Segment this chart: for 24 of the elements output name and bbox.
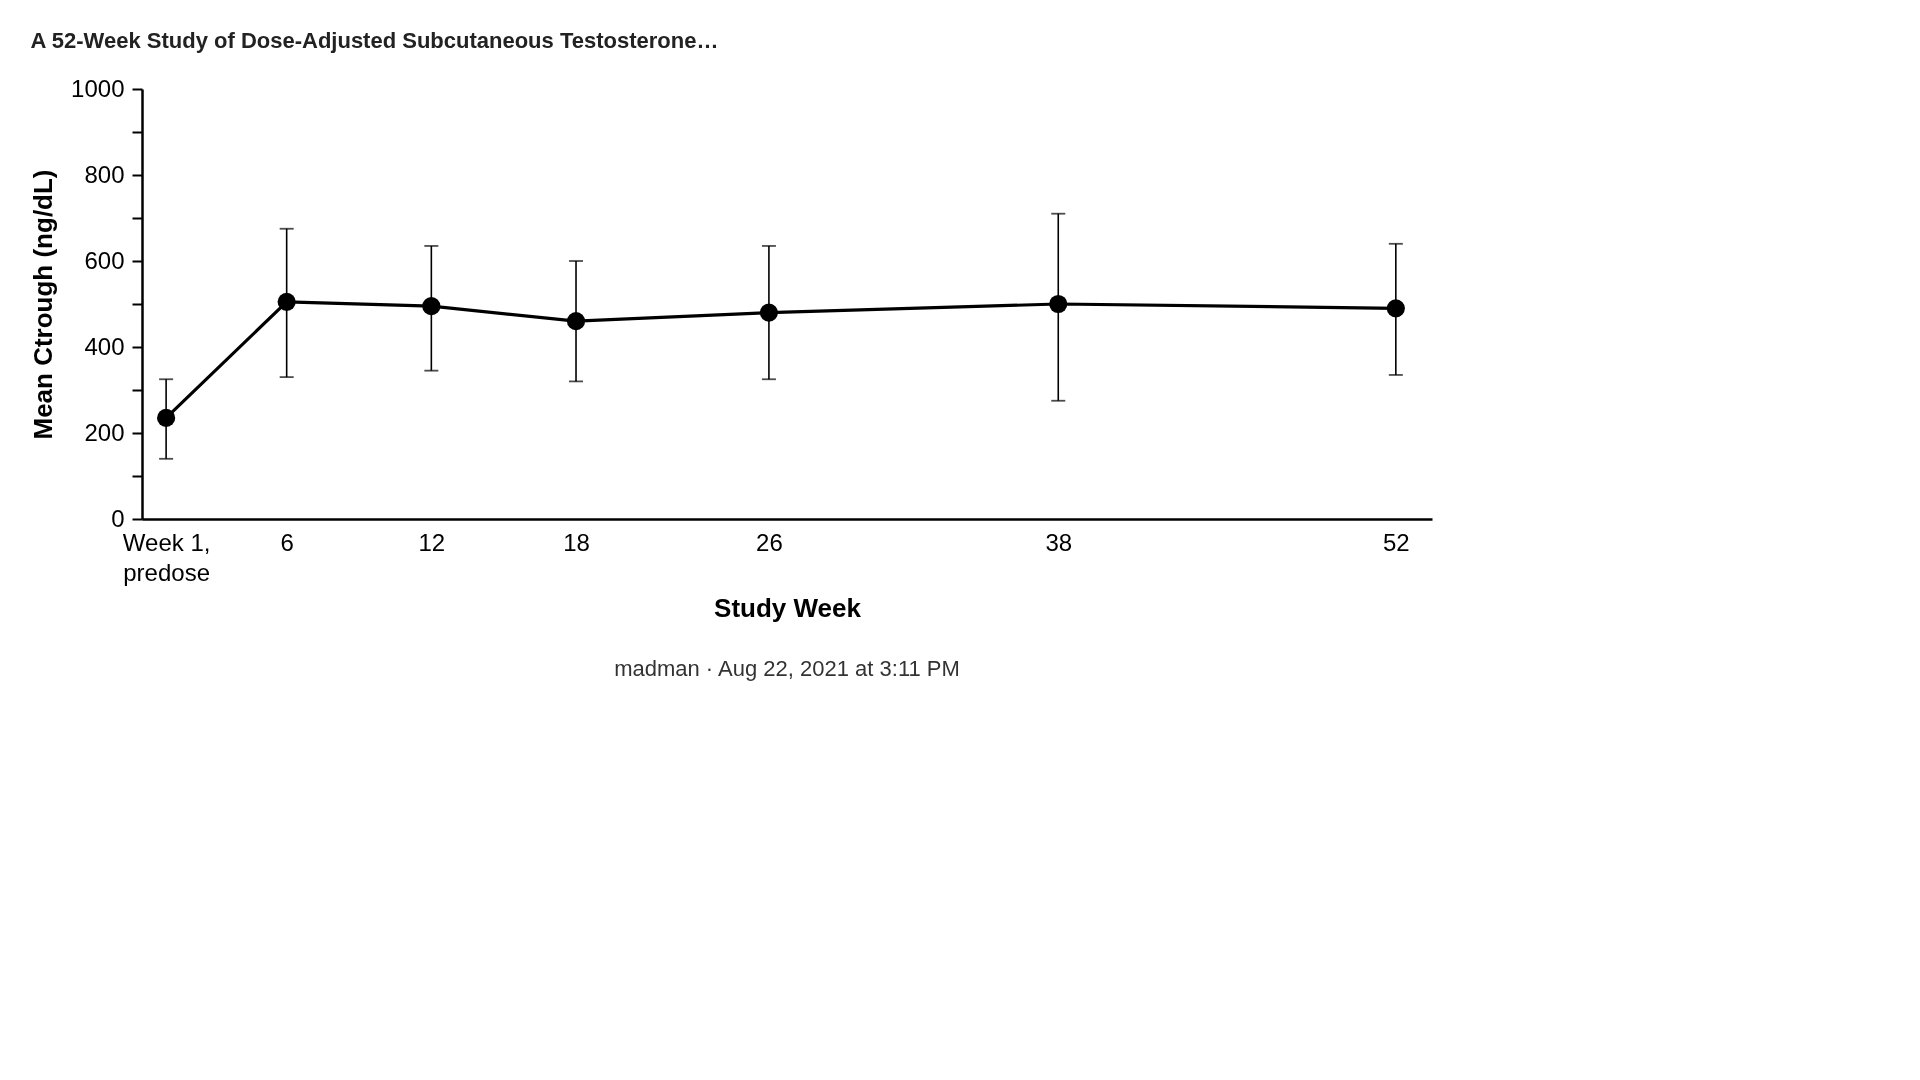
x-tick-label: 18 bbox=[563, 528, 590, 556]
point bbox=[1386, 299, 1405, 318]
x-tick-label: 38 bbox=[1045, 528, 1073, 556]
point bbox=[277, 292, 296, 311]
x-tick-label: 6 bbox=[280, 528, 294, 556]
text: madman · Aug 22, 2021 at 3:11 PM bbox=[614, 656, 960, 681]
x-tick-label: 26 bbox=[756, 528, 783, 556]
point bbox=[422, 297, 441, 316]
y-tick-label: 400 bbox=[84, 332, 125, 360]
x-tick-label: 12 bbox=[418, 528, 446, 556]
point bbox=[157, 408, 176, 428]
x-axis-title: Study Week bbox=[714, 592, 862, 623]
x-tick-label: Week 1, predose bbox=[122, 528, 211, 586]
point bbox=[759, 303, 778, 322]
y-tick-label: 1000 bbox=[71, 74, 125, 102]
y-tick-label: 0 bbox=[111, 504, 125, 532]
y-tick-label: 600 bbox=[84, 246, 125, 274]
point bbox=[566, 312, 586, 331]
x-tick-label: 52 bbox=[1382, 528, 1410, 556]
y-tick-label: 200 bbox=[84, 418, 125, 446]
chart-title: A 52-Week Study of Dose-Adjusted Subcutaneous Testosterone… bbox=[30, 28, 719, 53]
y-tick-label: 800 bbox=[84, 160, 125, 188]
point bbox=[1049, 294, 1068, 314]
y-axis-title: Mean Ctrough (ng/dL) bbox=[28, 169, 59, 440]
